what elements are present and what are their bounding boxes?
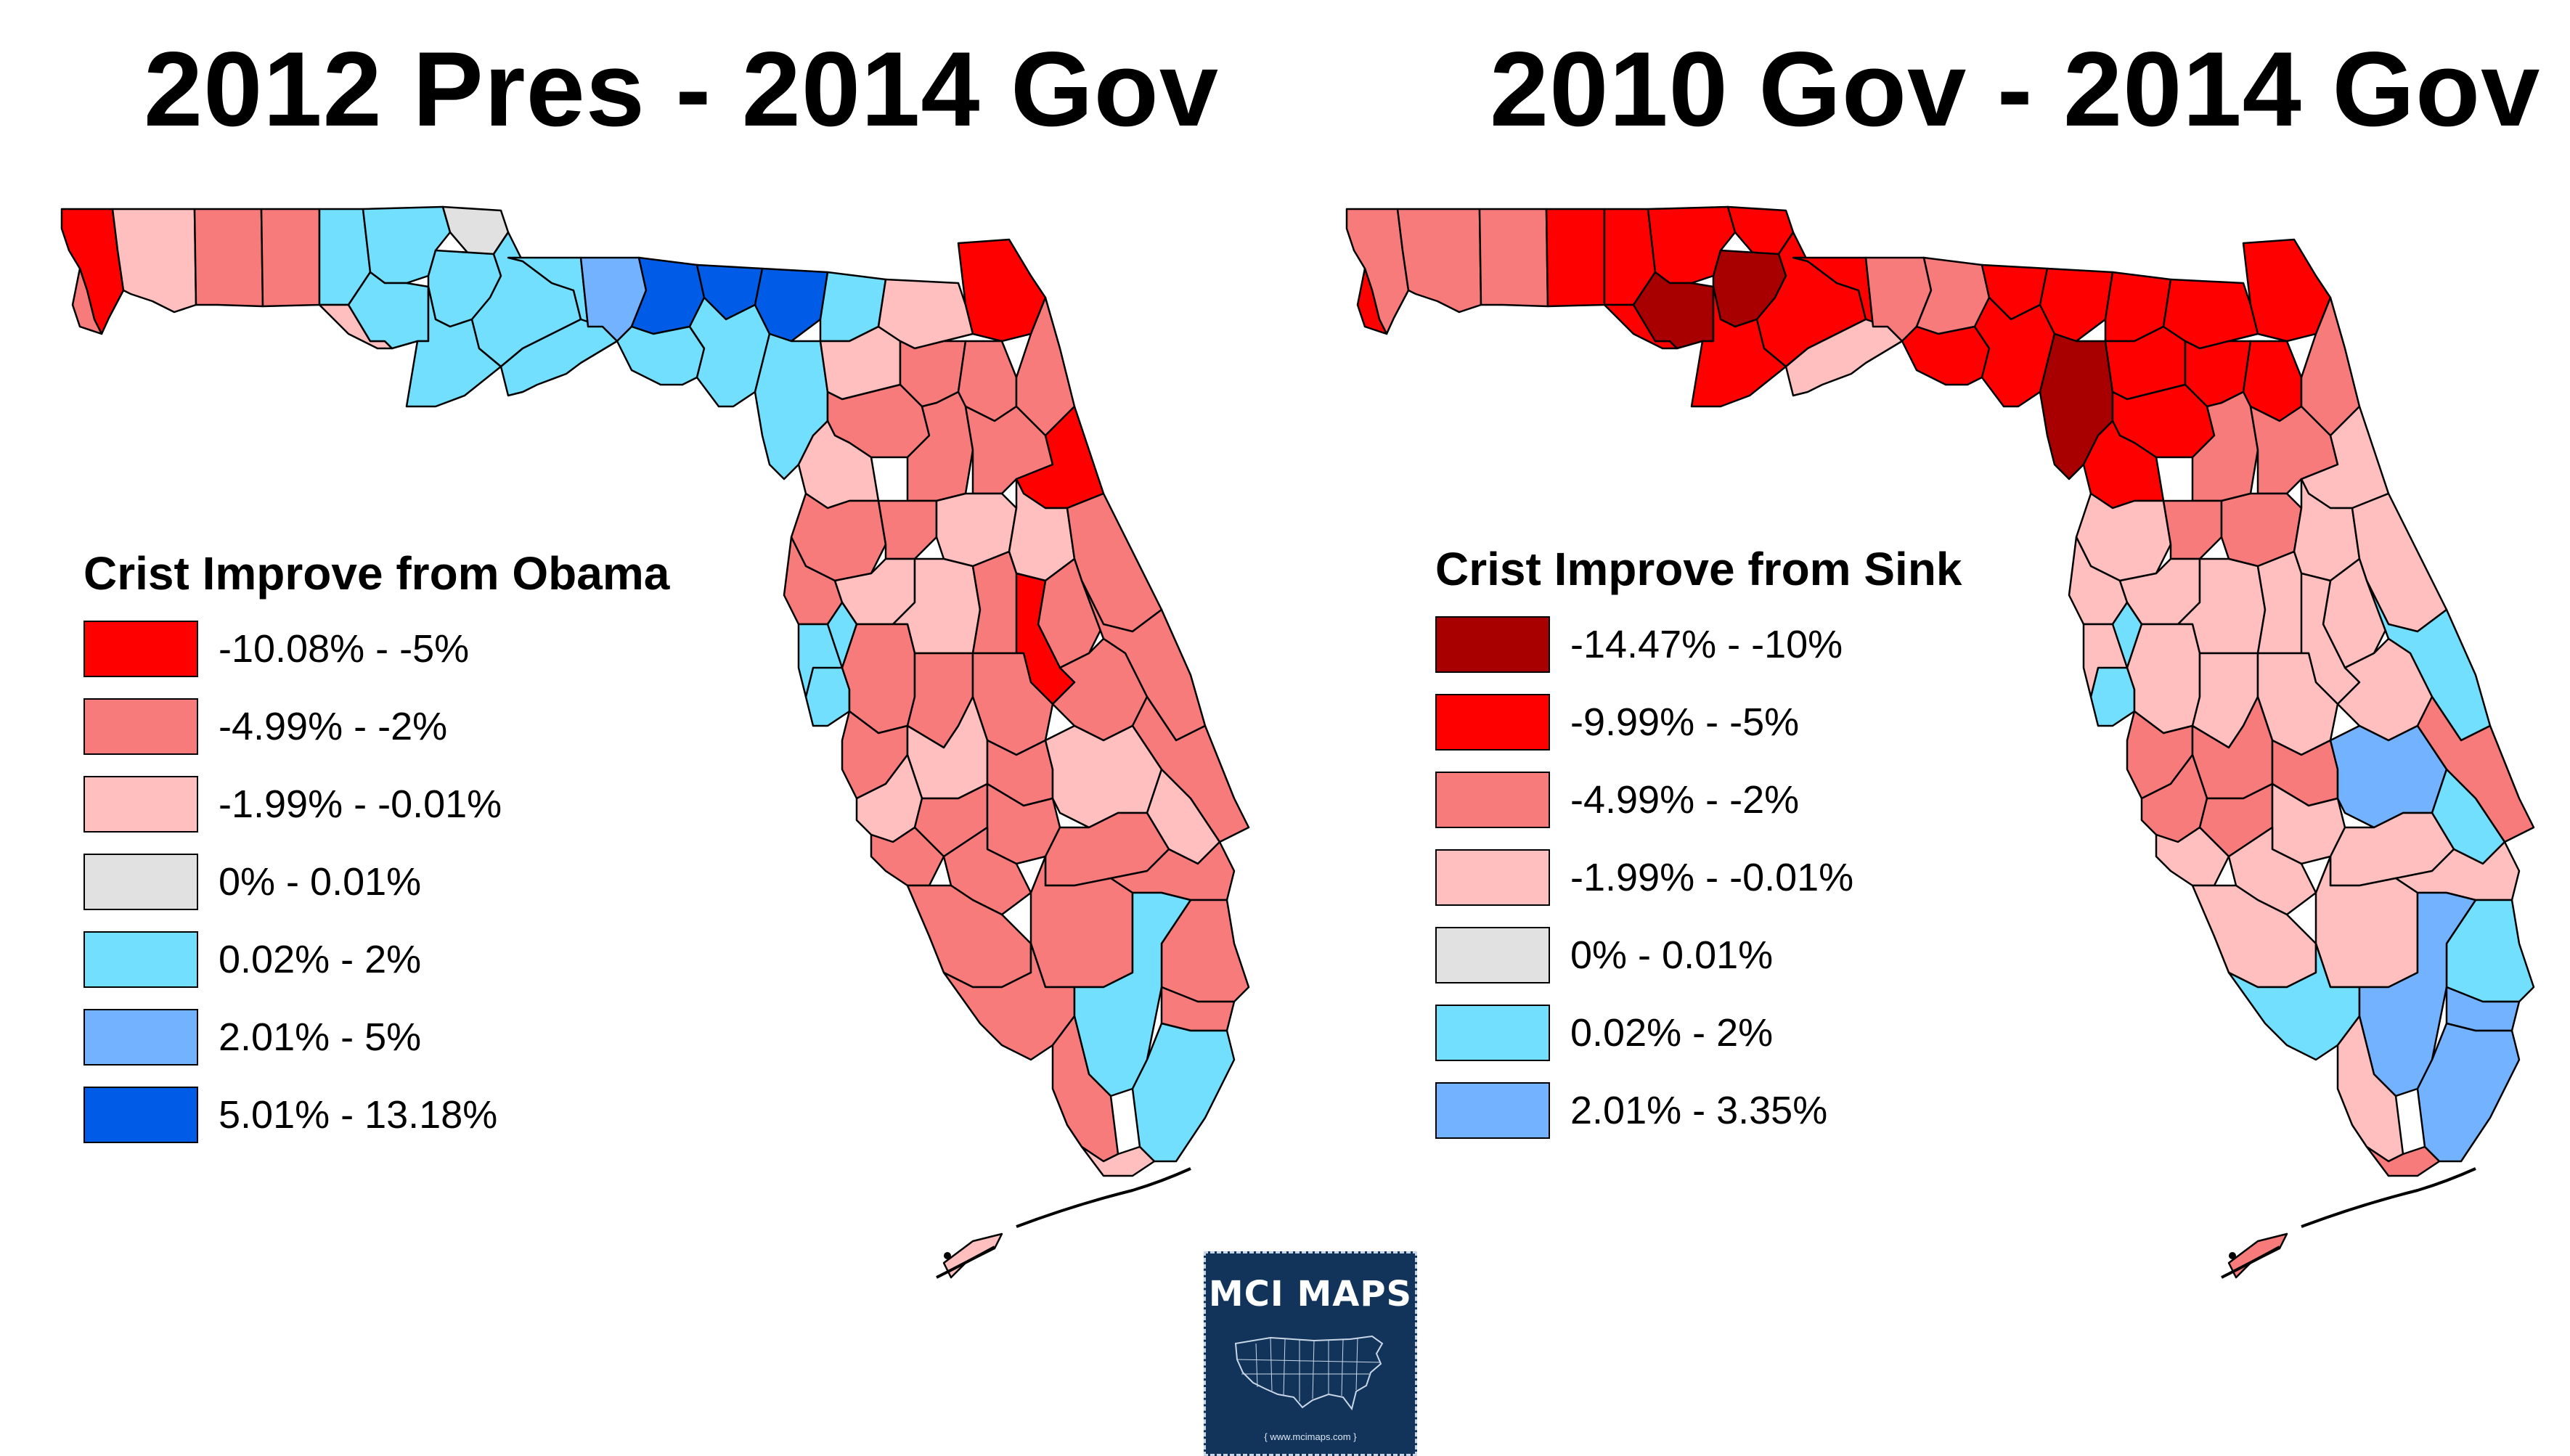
county-region [2365, 1145, 2441, 1177]
legend-swatch [83, 698, 198, 755]
legend-label: -1.99% - -0.01% [219, 782, 502, 826]
left-legend-item: -1.99% - -0.01% [83, 775, 669, 833]
left-legend-item: -4.99% - -2% [83, 698, 669, 756]
legend-label: -4.99% - -2% [219, 705, 448, 748]
us-map-icon [1234, 1335, 1384, 1411]
county-region [1973, 296, 2056, 408]
legend-label: 2.01% - 5% [219, 1015, 422, 1059]
county-region [1901, 325, 1991, 386]
right-legend: Crist Improve from Sink -14.47% - -10% -… [1435, 546, 1962, 1159]
right-legend-item: -14.47% - -10% [1435, 615, 1962, 674]
legend-swatch [83, 776, 198, 833]
legend-swatch [1435, 1082, 1550, 1139]
left-legend-item: -10.08% - -5% [83, 620, 669, 678]
left-florida-map [60, 205, 1250, 1279]
county-region [2111, 383, 2216, 459]
county-region [1356, 267, 1388, 335]
right-legend-title: Crist Improve from Sink [1435, 543, 1962, 595]
right-legend-item: -9.99% - -5% [1435, 693, 1962, 751]
right-legend-item: -4.99% - -2% [1435, 771, 1962, 829]
county-region [616, 325, 706, 386]
county-region [1080, 1145, 1156, 1177]
legend-label: -1.99% - -0.01% [1570, 856, 1854, 899]
legend-swatch [83, 931, 198, 988]
right-legend-item: -1.99% - -0.01% [1435, 848, 1962, 907]
county-region [405, 285, 502, 408]
legend-label: -9.99% - -5% [1570, 700, 1800, 744]
county-region [1073, 891, 1192, 1097]
legend-label: 0% - 0.01% [219, 860, 422, 904]
legend-label: 0.02% - 2% [219, 938, 422, 981]
county-region [71, 267, 103, 335]
left-legend-item: 0.02% - 2% [83, 931, 669, 989]
florida-keys-outline [936, 1167, 1191, 1279]
right-legend-item: 2.01% - 3.35% [1435, 1081, 1962, 1140]
legend-label: -10.08% - -5% [219, 627, 470, 671]
county-region [2162, 499, 2223, 560]
legend-swatch [1435, 849, 1550, 906]
county-region [826, 383, 931, 459]
county-region [877, 499, 938, 560]
legend-swatch [83, 621, 198, 677]
county-region [1784, 318, 1904, 397]
legend-swatch [83, 854, 198, 910]
florida-keys-outline [2221, 1167, 2476, 1279]
county-region [2358, 891, 2477, 1097]
legend-label: 5.01% - 13.18% [219, 1093, 498, 1137]
legend-swatch [1435, 616, 1550, 673]
right-florida-map [1345, 205, 2535, 1279]
legend-label: 2.01% - 3.35% [1570, 1089, 1828, 1132]
county-region [2416, 1022, 2521, 1163]
county-region [1396, 208, 1482, 314]
right-map-title: 2010 Gov - 2014 Gov [1490, 30, 2541, 148]
legend-label: -14.47% - -10% [1570, 623, 1843, 666]
county-region [688, 296, 771, 408]
logo-text: MCI MAPS [1208, 1274, 1413, 1314]
legend-label: 0% - 0.01% [1570, 933, 1774, 977]
left-legend-item: 0% - 0.01% [83, 853, 669, 911]
county-region [193, 208, 264, 308]
legend-swatch [83, 1009, 198, 1066]
county-region [1131, 1022, 1236, 1163]
key-islet [2229, 1252, 2236, 1259]
right-legend-item: 0% - 0.01% [1435, 926, 1962, 984]
county-region [499, 318, 619, 397]
legend-swatch [1435, 694, 1550, 751]
logo-url: { www.mcimaps.com } [1264, 1431, 1357, 1442]
key-islet [944, 1252, 951, 1259]
county-region [1478, 208, 1549, 308]
legend-swatch [1435, 772, 1550, 828]
left-legend-item: 2.01% - 5% [83, 1008, 669, 1066]
left-legend-title: Crist Improve from Obama [83, 547, 670, 600]
left-map-title: 2012 Pres - 2014 Gov [144, 30, 1219, 148]
county-region [260, 208, 321, 308]
right-legend-item: 0.02% - 2% [1435, 1004, 1962, 1062]
county-region [111, 208, 197, 314]
legend-swatch [1435, 1005, 1550, 1061]
legend-swatch [1435, 927, 1550, 983]
county-region [1545, 208, 1606, 308]
mci-maps-logo: MCI MAPS { www.mcimaps.com } [1204, 1251, 1417, 1456]
legend-swatch [83, 1087, 198, 1143]
county-region [1690, 285, 1787, 408]
legend-label: -4.99% - -2% [1570, 778, 1800, 822]
left-legend: Crist Improve from Obama -10.08% - -5% -… [83, 550, 669, 1163]
legend-label: 0.02% - 2% [1570, 1011, 1774, 1055]
left-legend-item: 5.01% - 13.18% [83, 1086, 669, 1144]
